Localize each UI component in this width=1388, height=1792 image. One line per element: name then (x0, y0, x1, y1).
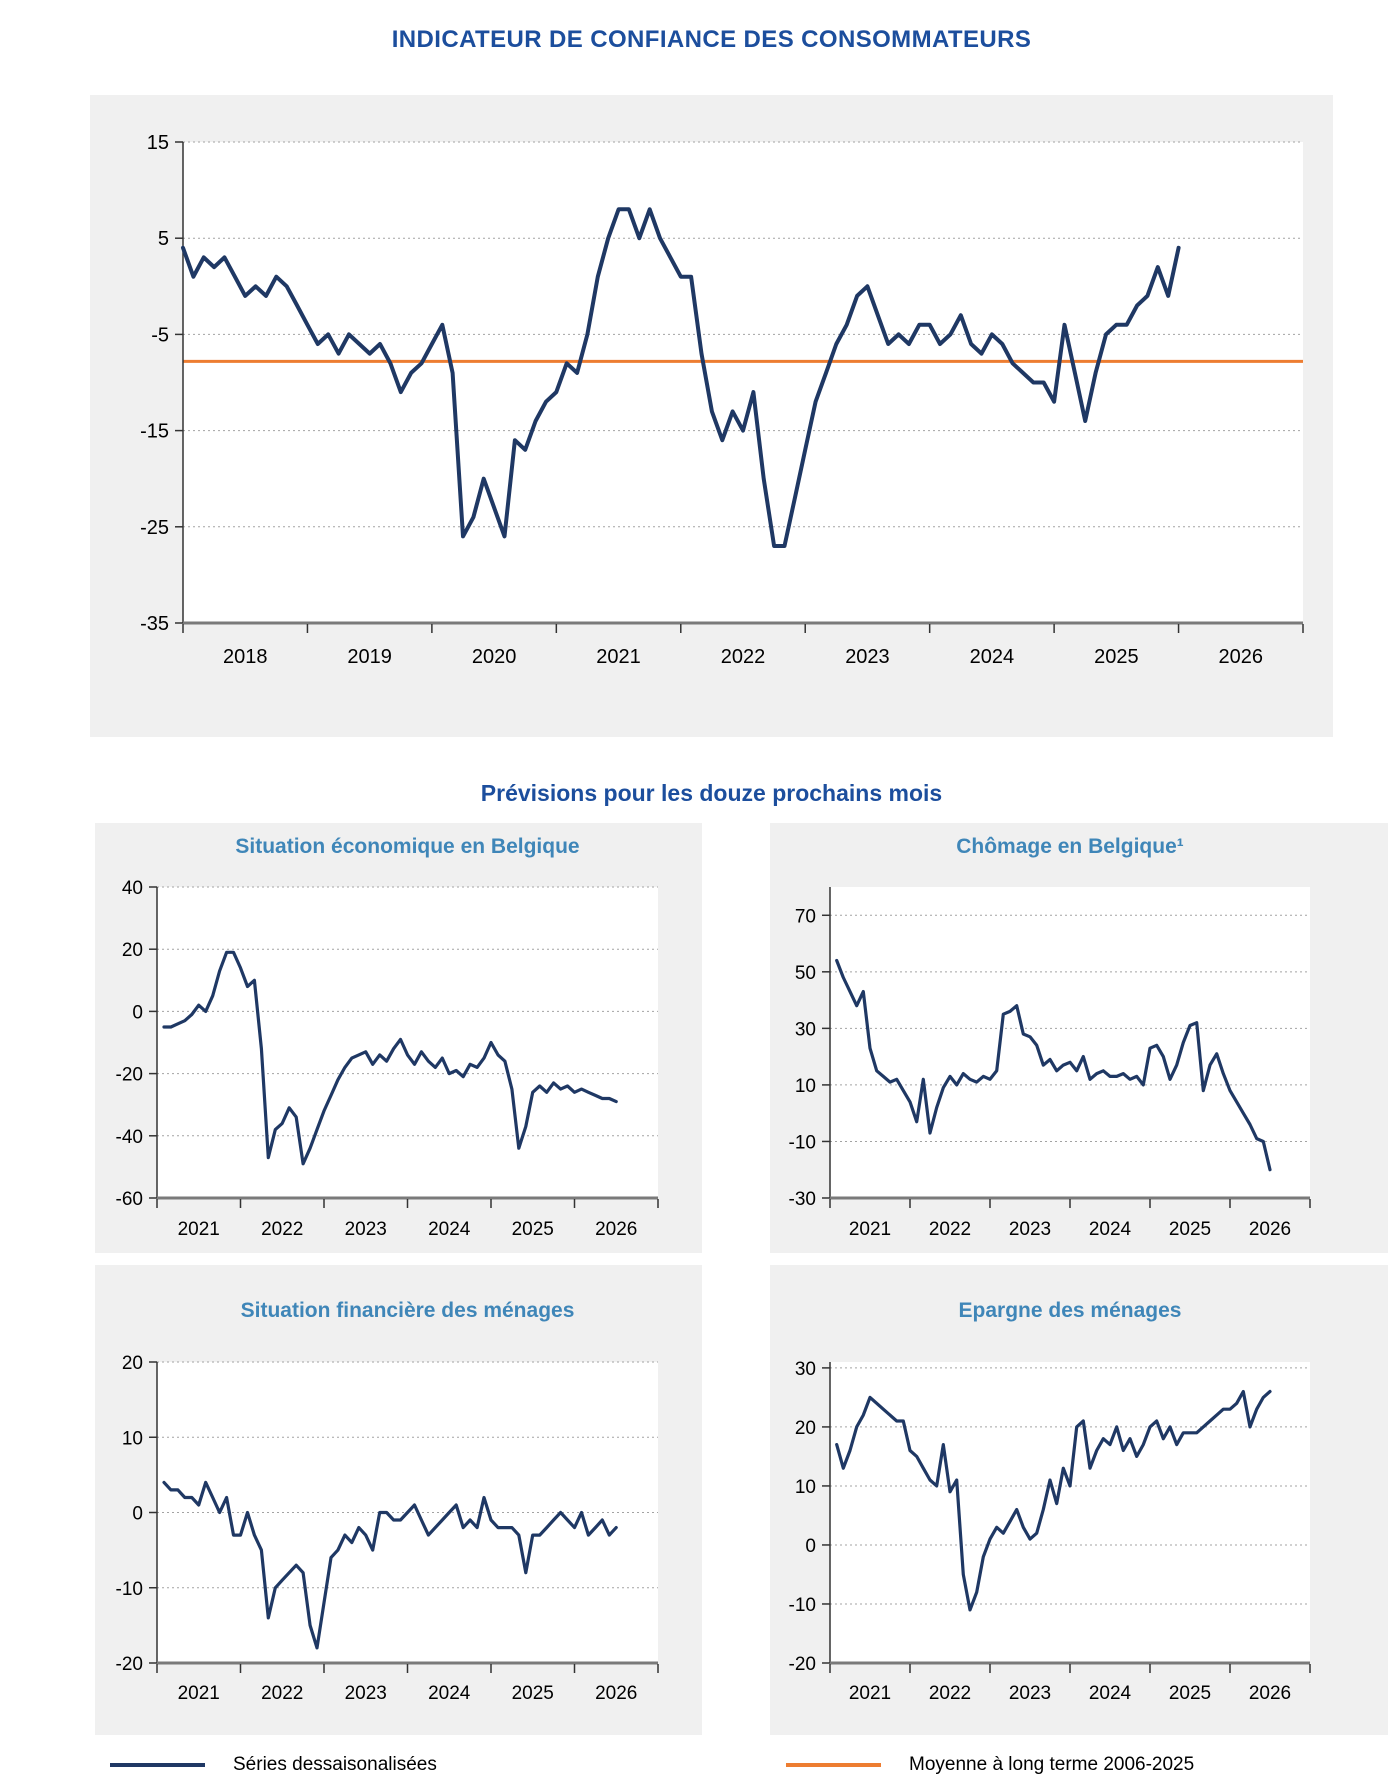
svg-text:-15: -15 (140, 421, 169, 443)
svg-text:40: 40 (122, 878, 143, 899)
legend-item-average: Moyenne à long terme 2006-2025 (786, 1752, 1194, 1778)
unemployment-panel: Chômage en Belgique¹ 70 50 30 10 -10 -30 2021 2… (770, 823, 1388, 1253)
svg-text:15: 15 (147, 132, 169, 154)
svg-text:2018: 2018 (223, 646, 268, 668)
svg-text:2022: 2022 (721, 646, 766, 668)
svg-text:2021: 2021 (849, 1219, 891, 1240)
svg-text:2022: 2022 (261, 1683, 303, 1704)
average-line-swatch (786, 1763, 881, 1767)
svg-text:2025: 2025 (1094, 646, 1139, 668)
svg-text:2023: 2023 (1009, 1219, 1051, 1240)
savings-title: Epargne des ménages (958, 1299, 1182, 1322)
economic-situation-panel: Situation économique en Belgique 40 20 0 -2… (95, 823, 702, 1253)
savings-panel: Epargne des ménages 30 20 10 0 -10 -20 2021 202… (770, 1265, 1388, 1735)
svg-text:2023: 2023 (345, 1219, 387, 1240)
svg-text:2024: 2024 (1089, 1683, 1132, 1704)
svg-text:-10: -10 (789, 1132, 816, 1153)
svg-text:0: 0 (805, 1536, 816, 1557)
svg-text:-10: -10 (116, 1579, 143, 1600)
svg-text:2025: 2025 (1169, 1219, 1211, 1240)
svg-text:2023: 2023 (1009, 1683, 1051, 1704)
legend-item-series: Séries dessaisonalisées (110, 1752, 437, 1778)
svg-text:2024: 2024 (428, 1219, 471, 1240)
main-chart-panel: 15 5 -5 -15 -25 -35 2018 2019 2020 2021 2022 2023 20… (90, 95, 1333, 737)
svg-text:2021: 2021 (849, 1683, 891, 1704)
svg-text:10: 10 (795, 1076, 816, 1097)
svg-text:50: 50 (795, 963, 816, 984)
financial-situation-panel: Situation financière des ménages 20 10 0 -1… (95, 1265, 702, 1735)
economic-situation-title: Situation économique en Belgique (235, 835, 580, 858)
forecast-subtitle: Prévisions pour les douze prochains mois (480, 780, 943, 806)
savings-chart: 30 20 10 0 -10 -20 2021 2022 2023 2024 2025 2026 (789, 1359, 1311, 1704)
svg-text:10: 10 (122, 1428, 143, 1449)
svg-text:30: 30 (795, 1359, 816, 1380)
svg-text:2025: 2025 (512, 1219, 554, 1240)
svg-text:2022: 2022 (261, 1219, 303, 1240)
unemployment-chart: 70 50 30 10 -10 -30 2021 2022 2023 2024 2025 2026 (789, 887, 1311, 1240)
svg-text:-20: -20 (116, 1654, 143, 1675)
svg-text:-35: -35 (140, 613, 169, 635)
svg-text:5: 5 (158, 228, 169, 250)
svg-text:-30: -30 (789, 1189, 816, 1210)
svg-text:70: 70 (795, 906, 816, 927)
svg-text:-20: -20 (116, 1065, 143, 1086)
svg-text:2024: 2024 (970, 646, 1015, 668)
svg-text:-25: -25 (140, 517, 169, 539)
svg-text:10: 10 (795, 1477, 816, 1498)
svg-text:2021: 2021 (178, 1219, 220, 1240)
svg-text:2026: 2026 (1249, 1683, 1291, 1704)
svg-text:2024: 2024 (428, 1683, 471, 1704)
svg-text:2026: 2026 (1249, 1219, 1291, 1240)
svg-text:2025: 2025 (512, 1683, 554, 1704)
svg-text:2024: 2024 (1089, 1219, 1132, 1240)
svg-text:2021: 2021 (596, 646, 641, 668)
financial-situation-chart: 20 10 0 -10 -20 2021 2022 2023 2024 2025 2026 (116, 1353, 659, 1704)
svg-text:2023: 2023 (345, 1683, 387, 1704)
page-title: INDICATEUR DE CONFIANCE DES CONSOMMATEUR… (391, 26, 1032, 53)
svg-text:-5: -5 (151, 324, 169, 346)
svg-text:20: 20 (122, 1353, 143, 1374)
svg-text:-20: -20 (789, 1654, 816, 1675)
series-legend-label: Séries dessaisonalisées (233, 1754, 437, 1775)
svg-text:-40: -40 (116, 1127, 143, 1148)
financial-situation-title: Situation financière des ménages (240, 1299, 575, 1322)
svg-text:2026: 2026 (595, 1219, 637, 1240)
legend: Séries dessaisonalisées Moyenne à long t… (90, 1752, 1333, 1782)
svg-text:-60: -60 (116, 1189, 143, 1210)
svg-text:0: 0 (132, 1002, 143, 1023)
svg-text:20: 20 (122, 940, 143, 961)
economic-situation-chart: 40 20 0 -20 -40 -60 2021 2022 2023 2024 2025 2026 (116, 878, 659, 1240)
svg-text:2020: 2020 (472, 646, 516, 668)
svg-text:20: 20 (795, 1418, 816, 1439)
average-legend-label: Moyenne à long terme 2006-2025 (909, 1754, 1195, 1775)
consumer-confidence-chart: 15 5 -5 -15 -25 -35 2018 2019 2020 2021 2022 2023 20… (140, 132, 1304, 668)
svg-text:-10: -10 (789, 1595, 816, 1616)
svg-text:30: 30 (795, 1019, 816, 1040)
unemployment-title: Chômage en Belgique¹ (956, 835, 1184, 858)
svg-text:2023: 2023 (845, 646, 890, 668)
svg-text:2019: 2019 (347, 646, 392, 668)
svg-text:2022: 2022 (929, 1219, 971, 1240)
svg-text:0: 0 (132, 1504, 143, 1525)
series-line-swatch (110, 1763, 205, 1767)
svg-text:2026: 2026 (1219, 646, 1264, 668)
svg-text:2021: 2021 (178, 1683, 220, 1704)
svg-text:2022: 2022 (929, 1683, 971, 1704)
svg-text:2026: 2026 (595, 1683, 637, 1704)
svg-text:2025: 2025 (1169, 1683, 1211, 1704)
